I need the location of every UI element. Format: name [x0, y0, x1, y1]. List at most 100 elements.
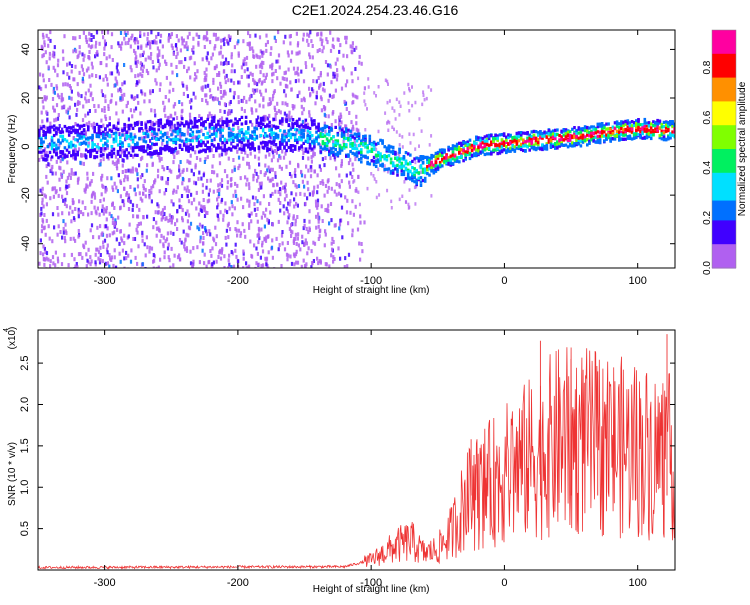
heatmap-noise-cell	[55, 172, 57, 176]
heatmap-noise-cell	[99, 246, 101, 250]
colorbar-segment	[712, 157, 736, 162]
heatmap-noise-cell	[177, 255, 179, 259]
heatmap-noise-cell	[288, 54, 290, 58]
heatmap-ridge-cell	[279, 129, 282, 132]
heatmap-noise-cell	[319, 229, 321, 233]
heatmap-noise-cell	[399, 134, 401, 138]
heatmap-noise-cell	[322, 179, 324, 183]
heatmap-noise-cell	[190, 154, 192, 158]
heatmap-noise-cell	[233, 81, 235, 85]
heatmap-noise-cell	[206, 179, 208, 183]
colorbar-segment	[712, 145, 736, 150]
heatmap-noise-cell	[125, 33, 127, 37]
heatmap-noise-cell	[256, 179, 258, 183]
heatmap-ridge-cell	[418, 171, 421, 174]
heatmap-noise-cell	[352, 168, 354, 172]
heatmap-noise-cell	[83, 58, 85, 62]
heatmap-noise-cell	[336, 68, 338, 72]
colorbar-tick-label: 0.0	[702, 261, 713, 275]
heatmap-noise-cell	[293, 241, 295, 245]
heatmap-noise-cell	[44, 43, 46, 47]
heatmap-noise-cell	[236, 234, 238, 238]
colorbar-segment	[712, 101, 736, 106]
heatmap-noise-cell	[352, 41, 354, 45]
heatmap-noise-cell	[116, 166, 118, 170]
heatmap-noise-cell	[178, 39, 180, 43]
heatmap-noise-cell	[143, 99, 145, 103]
heatmap-noise-cell	[128, 207, 130, 211]
heatmap-noise-cell	[68, 96, 70, 100]
heatmap-noise-cell	[301, 173, 303, 177]
heatmap-noise-cell	[111, 93, 113, 97]
heatmap-noise-cell	[83, 72, 85, 76]
heatmap-ridge-cell	[175, 147, 178, 150]
heatmap-noise-cell	[96, 30, 98, 34]
heatmap-noise-cell	[284, 197, 286, 201]
colorbar-segment	[712, 93, 736, 98]
heatmap-noise-cell	[71, 97, 73, 101]
heatmap-noise-cell	[315, 215, 317, 219]
heatmap-noise-cell	[78, 199, 80, 203]
heatmap-noise-cell	[344, 100, 346, 104]
heatmap-noise-cell	[218, 188, 220, 192]
heatmap-noise-cell	[149, 139, 151, 143]
heatmap-noise-cell	[278, 53, 280, 57]
heatmap-ridge-cell	[74, 157, 77, 160]
heatmap-noise-cell	[261, 216, 263, 220]
heatmap-noise-cell	[213, 47, 215, 51]
heatmap-ridge-cell	[125, 131, 128, 134]
colorbar-segment	[712, 105, 736, 110]
colorbar-segment	[712, 161, 736, 166]
heatmap-noise-cell	[132, 167, 134, 171]
heatmap-noise-cell	[260, 70, 262, 74]
heatmap-ridge-cell	[219, 138, 222, 141]
colorbar-segment	[712, 42, 736, 47]
heatmap-noise-cell	[69, 115, 71, 119]
heatmap-noise-cell	[201, 98, 203, 102]
heatmap-noise-cell	[159, 88, 161, 92]
heatmap-noise-cell	[304, 193, 306, 197]
heatmap-noise-cell	[63, 170, 65, 174]
heatmap-noise-cell	[192, 260, 194, 264]
heatmap-noise-cell	[102, 259, 104, 263]
heatmap-noise-cell	[364, 103, 366, 107]
heatmap-noise-cell	[218, 71, 220, 75]
heatmap-noise-cell	[52, 172, 54, 176]
heatmap-cells	[38, 30, 676, 272]
heatmap-noise-cell	[327, 190, 329, 194]
heatmap-noise-cell	[306, 39, 308, 43]
heatmap-noise-cell	[386, 189, 388, 193]
heatmap-noise-cell	[123, 256, 125, 260]
heatmap-noise-cell	[302, 120, 304, 124]
colorbar-segment	[712, 197, 736, 202]
heatmap-noise-cell	[142, 184, 144, 188]
heatmap-noise-cell	[320, 168, 322, 172]
heatmap-noise-cell	[220, 61, 222, 65]
heatmap-ridge-cell	[256, 136, 259, 139]
heatmap-noise-cell	[260, 170, 262, 174]
heatmap-noise-cell	[272, 72, 274, 76]
heatmap-noise-cell	[206, 101, 208, 105]
heatmap-noise-cell	[376, 196, 378, 200]
heatmap-noise-cell	[338, 226, 340, 230]
heatmap-noise-cell	[234, 69, 236, 73]
heatmap-noise-cell	[133, 97, 135, 101]
heatmap-noise-cell	[357, 191, 359, 195]
heatmap-noise-cell	[251, 46, 253, 50]
heatmap-ridge-cell	[47, 145, 50, 148]
heatmap-noise-cell	[279, 65, 281, 69]
heatmap-ridge-cell	[130, 133, 133, 136]
heatmap-noise-cell	[341, 179, 343, 183]
heatmap-ridge-cell	[337, 133, 340, 136]
heatmap-noise-cell	[390, 200, 392, 204]
heatmap-noise-cell	[231, 63, 233, 67]
heatmap-noise-cell	[165, 239, 167, 243]
heatmap-noise-cell	[237, 126, 239, 130]
heatmap-ridge-cell	[245, 116, 248, 119]
heatmap-noise-cell	[303, 259, 305, 263]
heatmap-noise-cell	[221, 248, 223, 252]
heatmap-noise-cell	[349, 171, 351, 175]
heatmap-noise-cell	[329, 31, 331, 35]
heatmap-noise-cell	[346, 107, 348, 111]
heatmap-noise-cell	[310, 174, 312, 178]
